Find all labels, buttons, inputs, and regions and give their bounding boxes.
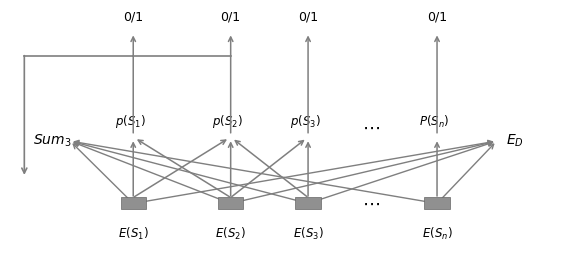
Text: $P(S_n)$: $P(S_n)$ [419,114,449,130]
Text: $p(S_1)$: $p(S_1)$ [115,113,146,130]
Text: $\cdots$: $\cdots$ [362,195,380,212]
Bar [295,198,321,209]
Text: 0/1: 0/1 [221,10,241,23]
Text: 0/1: 0/1 [123,10,143,23]
Text: $E(S_2)$: $E(S_2)$ [215,226,246,242]
Text: $p(S_2)$: $p(S_2)$ [213,113,243,130]
Text: $E(S_n)$: $E(S_n)$ [422,226,452,242]
Bar [218,198,243,209]
Bar [120,198,146,209]
Text: 0/1: 0/1 [427,10,447,23]
Text: $E(S_1)$: $E(S_1)$ [118,226,149,242]
Text: $E_D$: $E_D$ [506,133,524,149]
Text: $E(S_3)$: $E(S_3)$ [293,226,323,242]
Text: 0/1: 0/1 [298,10,318,23]
Text: $Sum_3$: $Sum_3$ [33,133,71,149]
Text: $p(S_3)$: $p(S_3)$ [290,113,321,130]
Bar [425,198,450,209]
Text: $\cdots$: $\cdots$ [362,119,380,136]
